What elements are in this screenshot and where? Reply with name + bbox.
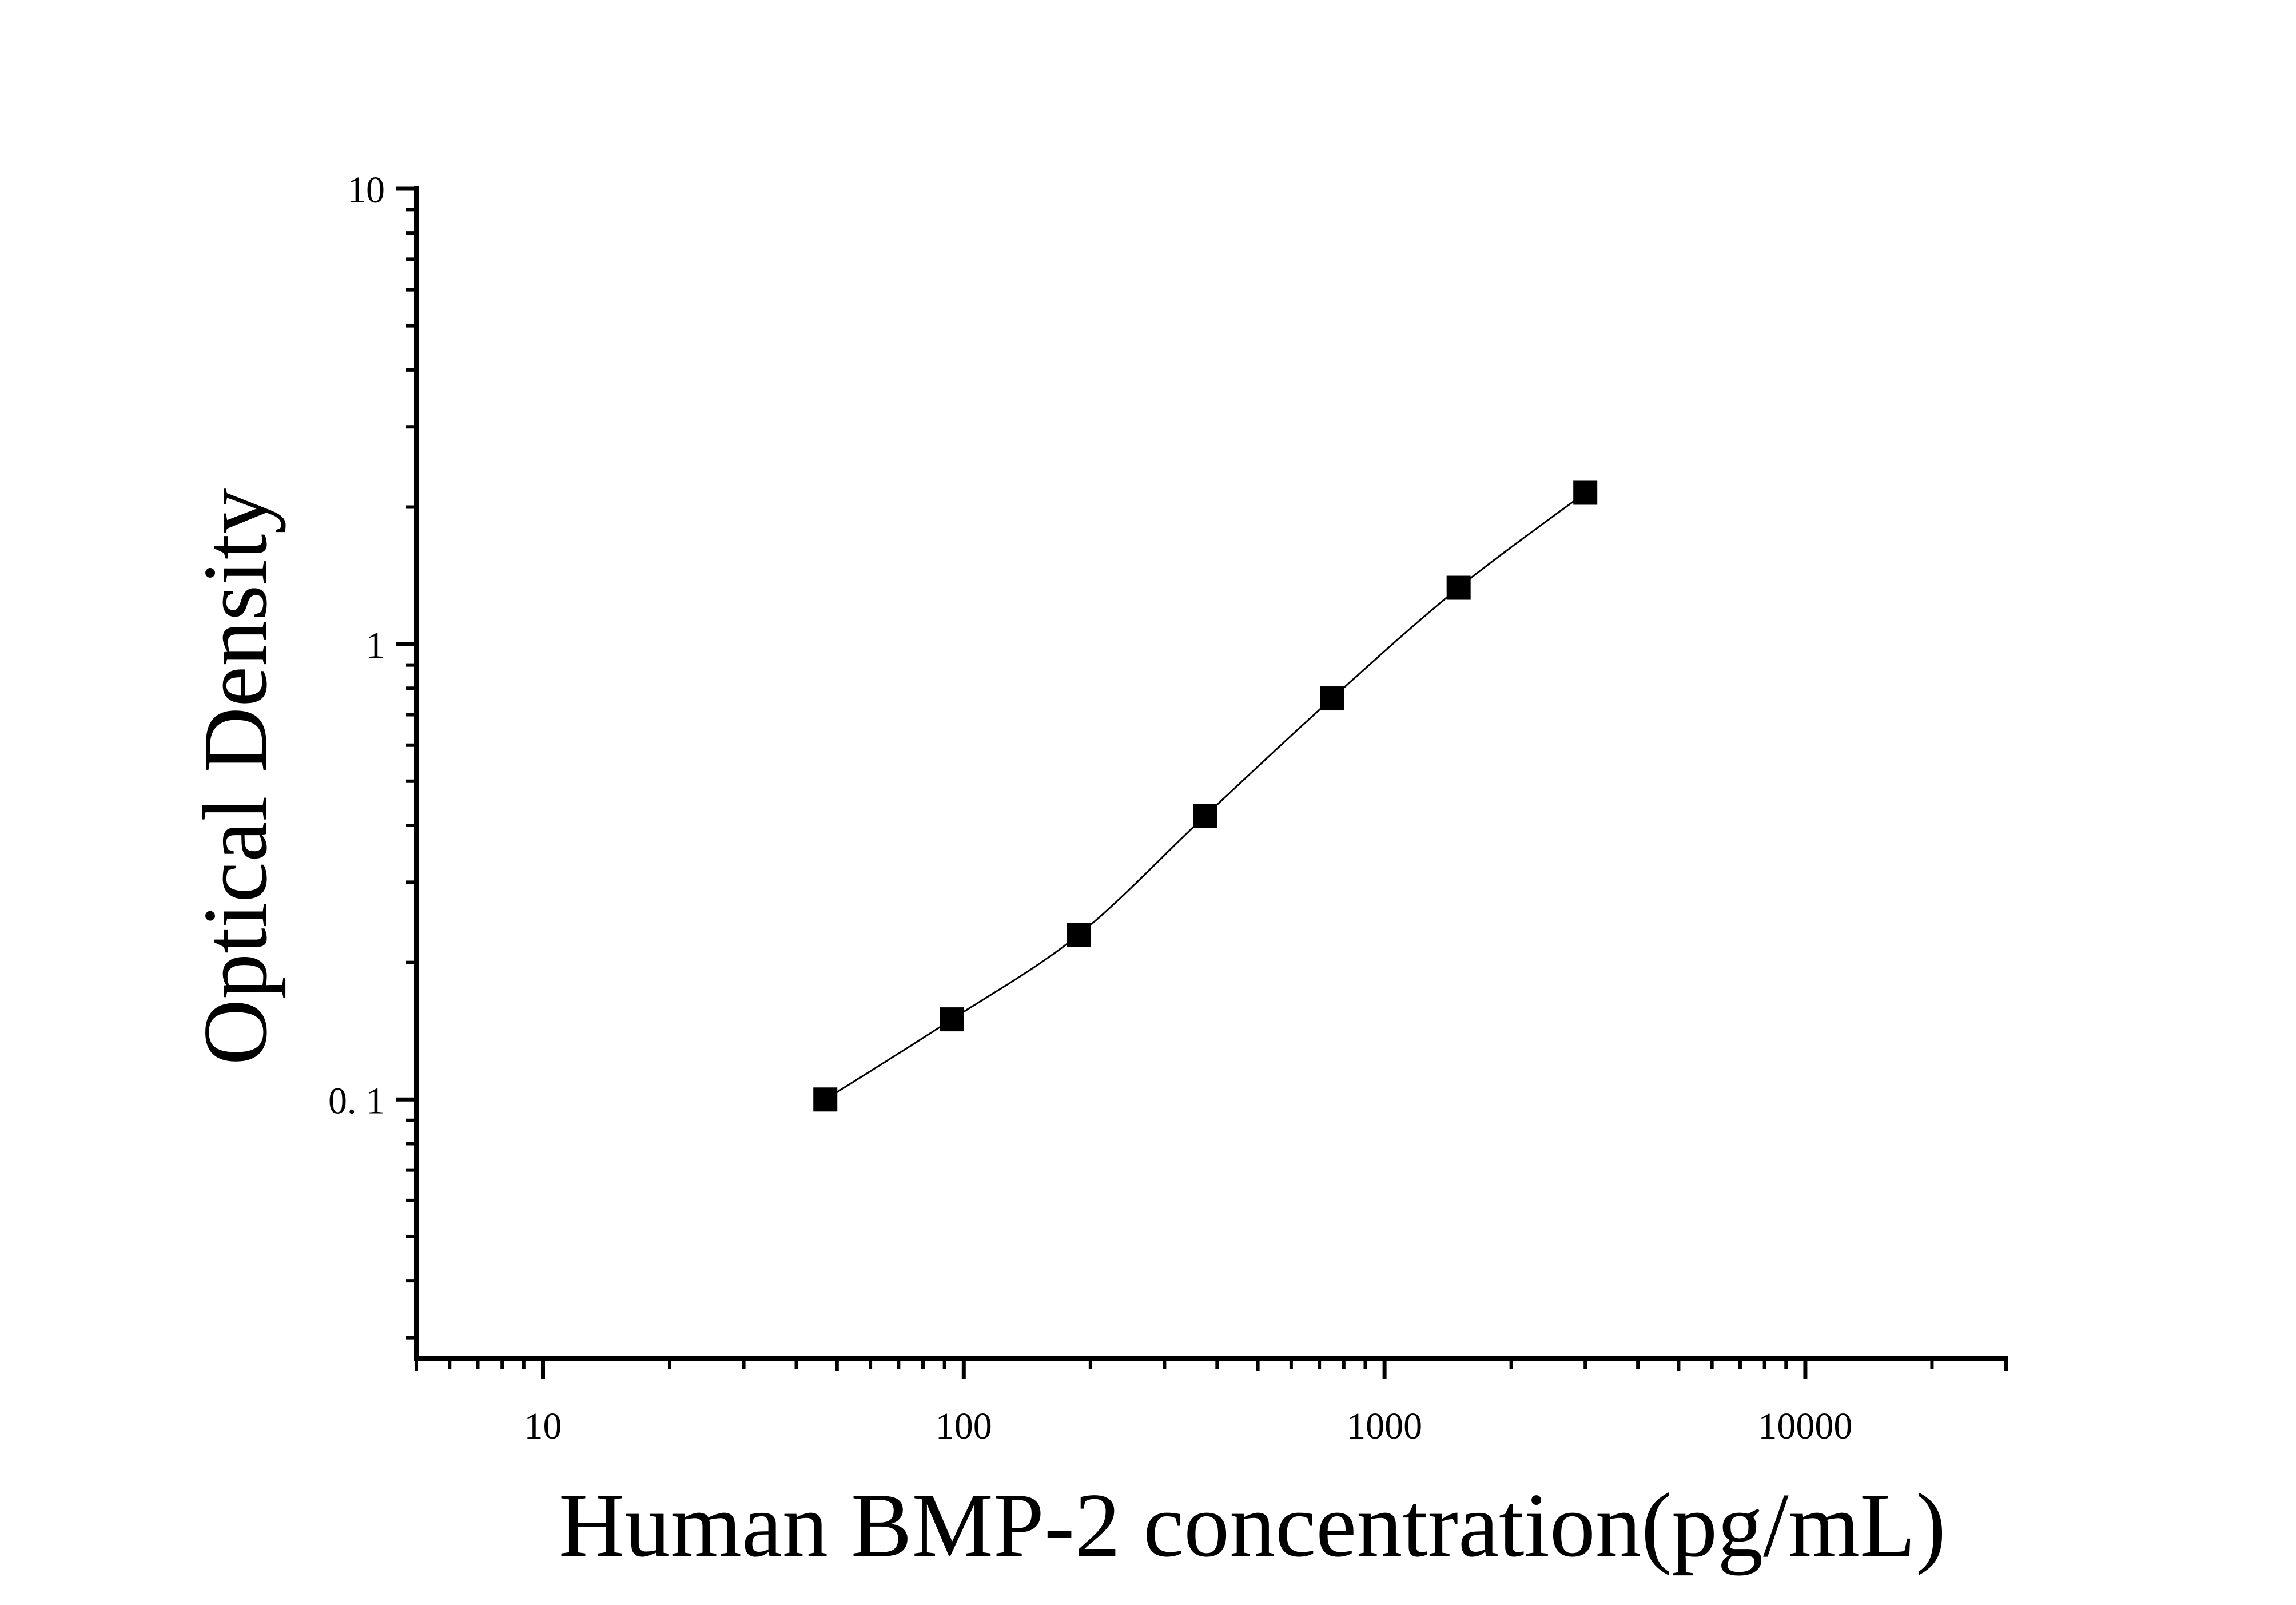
y-tick-label: 1 [366,625,385,666]
x-tick-label: 10 [524,1405,562,1447]
y-axis-title: Optical Density [184,488,286,1066]
x-tick-labels: 10 100 1000 10000 [524,1405,1853,1447]
data-point [1446,575,1471,600]
x-major-ticks [541,1358,1808,1379]
data-point [1320,686,1344,711]
data-point [1193,804,1217,828]
data-point [813,1087,838,1112]
y-tick-label: 10 [347,169,385,211]
y-major-ticks [396,186,416,1102]
x-axis-title: Human BMP-2 concentration(pg/mL) [559,1474,1946,1576]
data-points [813,480,1598,1112]
data-point [1067,923,1091,947]
y-tick-label: 0. 1 [328,1080,385,1122]
x-tick-label: 100 [936,1405,992,1447]
data-point [1573,480,1598,505]
x-tick-label: 1000 [1347,1405,1422,1447]
data-point [940,1007,964,1032]
fit-curve [825,492,1586,1101]
y-tick-labels: 0. 1 1 10 [328,169,385,1122]
x-tick-label: 10000 [1758,1405,1852,1447]
